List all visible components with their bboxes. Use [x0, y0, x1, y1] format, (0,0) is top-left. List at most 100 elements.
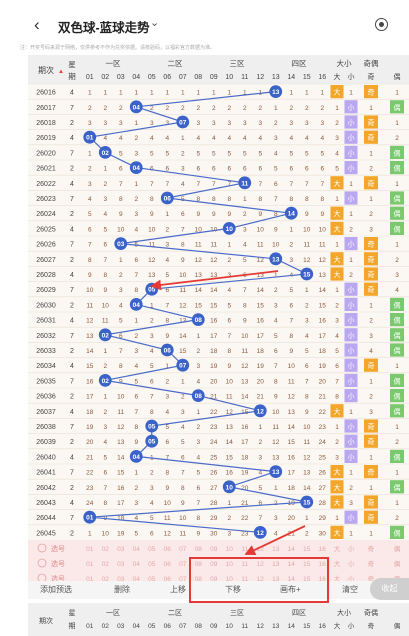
size-cell	[344, 297, 358, 311]
blue-ball	[269, 85, 283, 98]
row-week: 4	[70, 318, 74, 325]
miss-value: 5	[150, 363, 154, 370]
miss-value: 1	[289, 226, 293, 233]
miss-value: 6	[150, 378, 154, 385]
parity-miss: 1	[395, 120, 399, 127]
select-number: 13	[272, 576, 280, 581]
miss-value: 12	[164, 530, 172, 537]
miss-value: 4	[119, 135, 123, 142]
miss-value: 1	[119, 257, 123, 264]
miss-value: 4	[227, 287, 231, 294]
size-cell	[330, 404, 344, 418]
miss-value: 5	[258, 150, 262, 157]
miss-value: 4	[212, 135, 216, 142]
miss-value: 5	[165, 272, 169, 279]
size-label: 小	[348, 513, 355, 522]
miss-value: 6	[258, 166, 262, 173]
miss-value: 5	[305, 150, 309, 157]
settings-icon[interactable]	[375, 18, 388, 31]
miss-value: 16	[226, 470, 234, 477]
miss-value: 6	[103, 242, 107, 249]
miss-value: 6	[227, 318, 231, 325]
select-number: 09	[210, 546, 218, 553]
miss-value: 3	[119, 287, 123, 294]
blue-ball-number: 05	[148, 439, 156, 446]
head-number: 11	[241, 74, 248, 81]
parity-label: 偶	[394, 316, 401, 325]
size-cell	[344, 100, 358, 114]
collapse-button[interactable]: 收起	[370, 578, 409, 600]
miss-value: 23	[241, 530, 249, 537]
row-issue: 26019	[36, 135, 56, 142]
miss-value: 13	[86, 333, 94, 340]
page-title[interactable]: 双色球-蓝球走势	[58, 21, 150, 35]
add-prediction-button[interactable]: 添加预选	[40, 585, 72, 594]
miss-value: 5	[227, 302, 231, 309]
miss-value: 1	[150, 302, 154, 309]
miss-value: 8	[243, 302, 247, 309]
delete-button[interactable]: 删除	[114, 585, 130, 594]
miss-value: 9	[196, 530, 200, 537]
miss-value: 2	[165, 378, 169, 385]
parity-miss: 1	[369, 302, 373, 309]
miss-value: 9	[119, 378, 123, 385]
select-number: 02	[102, 546, 110, 553]
parity-miss: 1	[369, 485, 373, 492]
miss-value: 11	[210, 242, 217, 249]
chevron-left-icon[interactable]: ‹	[34, 15, 40, 34]
parity-cell	[364, 465, 378, 479]
miss-value: 18	[319, 348, 327, 355]
miss-value: 7	[305, 378, 309, 385]
miss-value: 10	[117, 394, 125, 401]
miss-value: 1	[258, 424, 262, 431]
blue-ball	[129, 450, 143, 463]
miss-value: 3	[320, 120, 324, 127]
miss-value: 2	[150, 318, 154, 325]
miss-value: 15	[288, 439, 296, 446]
miss-value: 29	[210, 515, 218, 522]
head-number: 14	[287, 74, 295, 81]
head-number: 08	[194, 74, 202, 81]
miss-value: 2	[320, 105, 324, 112]
miss-value: 3	[305, 318, 309, 325]
row-issue: 26020	[36, 150, 56, 157]
clear-button[interactable]: 清空	[342, 585, 358, 594]
size-miss: 2	[335, 302, 339, 309]
miss-value: 3	[227, 272, 231, 279]
parity-miss: 1	[369, 454, 373, 461]
move-up-button[interactable]: 上移	[170, 585, 186, 594]
size-miss: 1	[349, 181, 353, 188]
miss-value: 4	[103, 135, 107, 142]
miss-value: 17	[241, 439, 249, 446]
miss-value: 6	[196, 166, 200, 173]
size-label: 小	[348, 452, 355, 461]
select-number: 07	[179, 546, 187, 553]
miss-value: 19	[117, 530, 125, 537]
size-miss: 4	[335, 150, 339, 157]
parity-cell	[390, 313, 404, 327]
miss-value: 2	[305, 530, 309, 537]
miss-value: 7	[274, 196, 278, 203]
miss-value: 5	[258, 485, 262, 492]
size-label: 小	[348, 437, 355, 446]
chevron-down-icon[interactable]: ⌄	[150, 17, 160, 29]
select-number: 13	[272, 546, 280, 553]
size-miss: 1	[349, 257, 353, 264]
miss-value: 10	[272, 409, 280, 416]
select-number: 14	[288, 561, 296, 568]
size-cell	[330, 495, 344, 509]
miss-value: 7	[274, 363, 278, 370]
parity-miss: 3	[369, 409, 373, 416]
move-down-button[interactable]: 下移	[225, 585, 241, 594]
miss-value: 1	[165, 211, 169, 218]
miss-value: 4	[196, 454, 200, 461]
row-week: 2	[70, 485, 74, 492]
select-number: 12	[257, 576, 265, 581]
miss-value: 15	[117, 470, 125, 477]
miss-value: 2	[289, 242, 293, 249]
miss-value: 13	[148, 272, 156, 279]
head-number: 01	[86, 74, 94, 81]
miss-value: 2	[103, 105, 107, 112]
brush-button[interactable]: 画布+	[280, 585, 301, 594]
miss-value: 1	[134, 120, 138, 127]
